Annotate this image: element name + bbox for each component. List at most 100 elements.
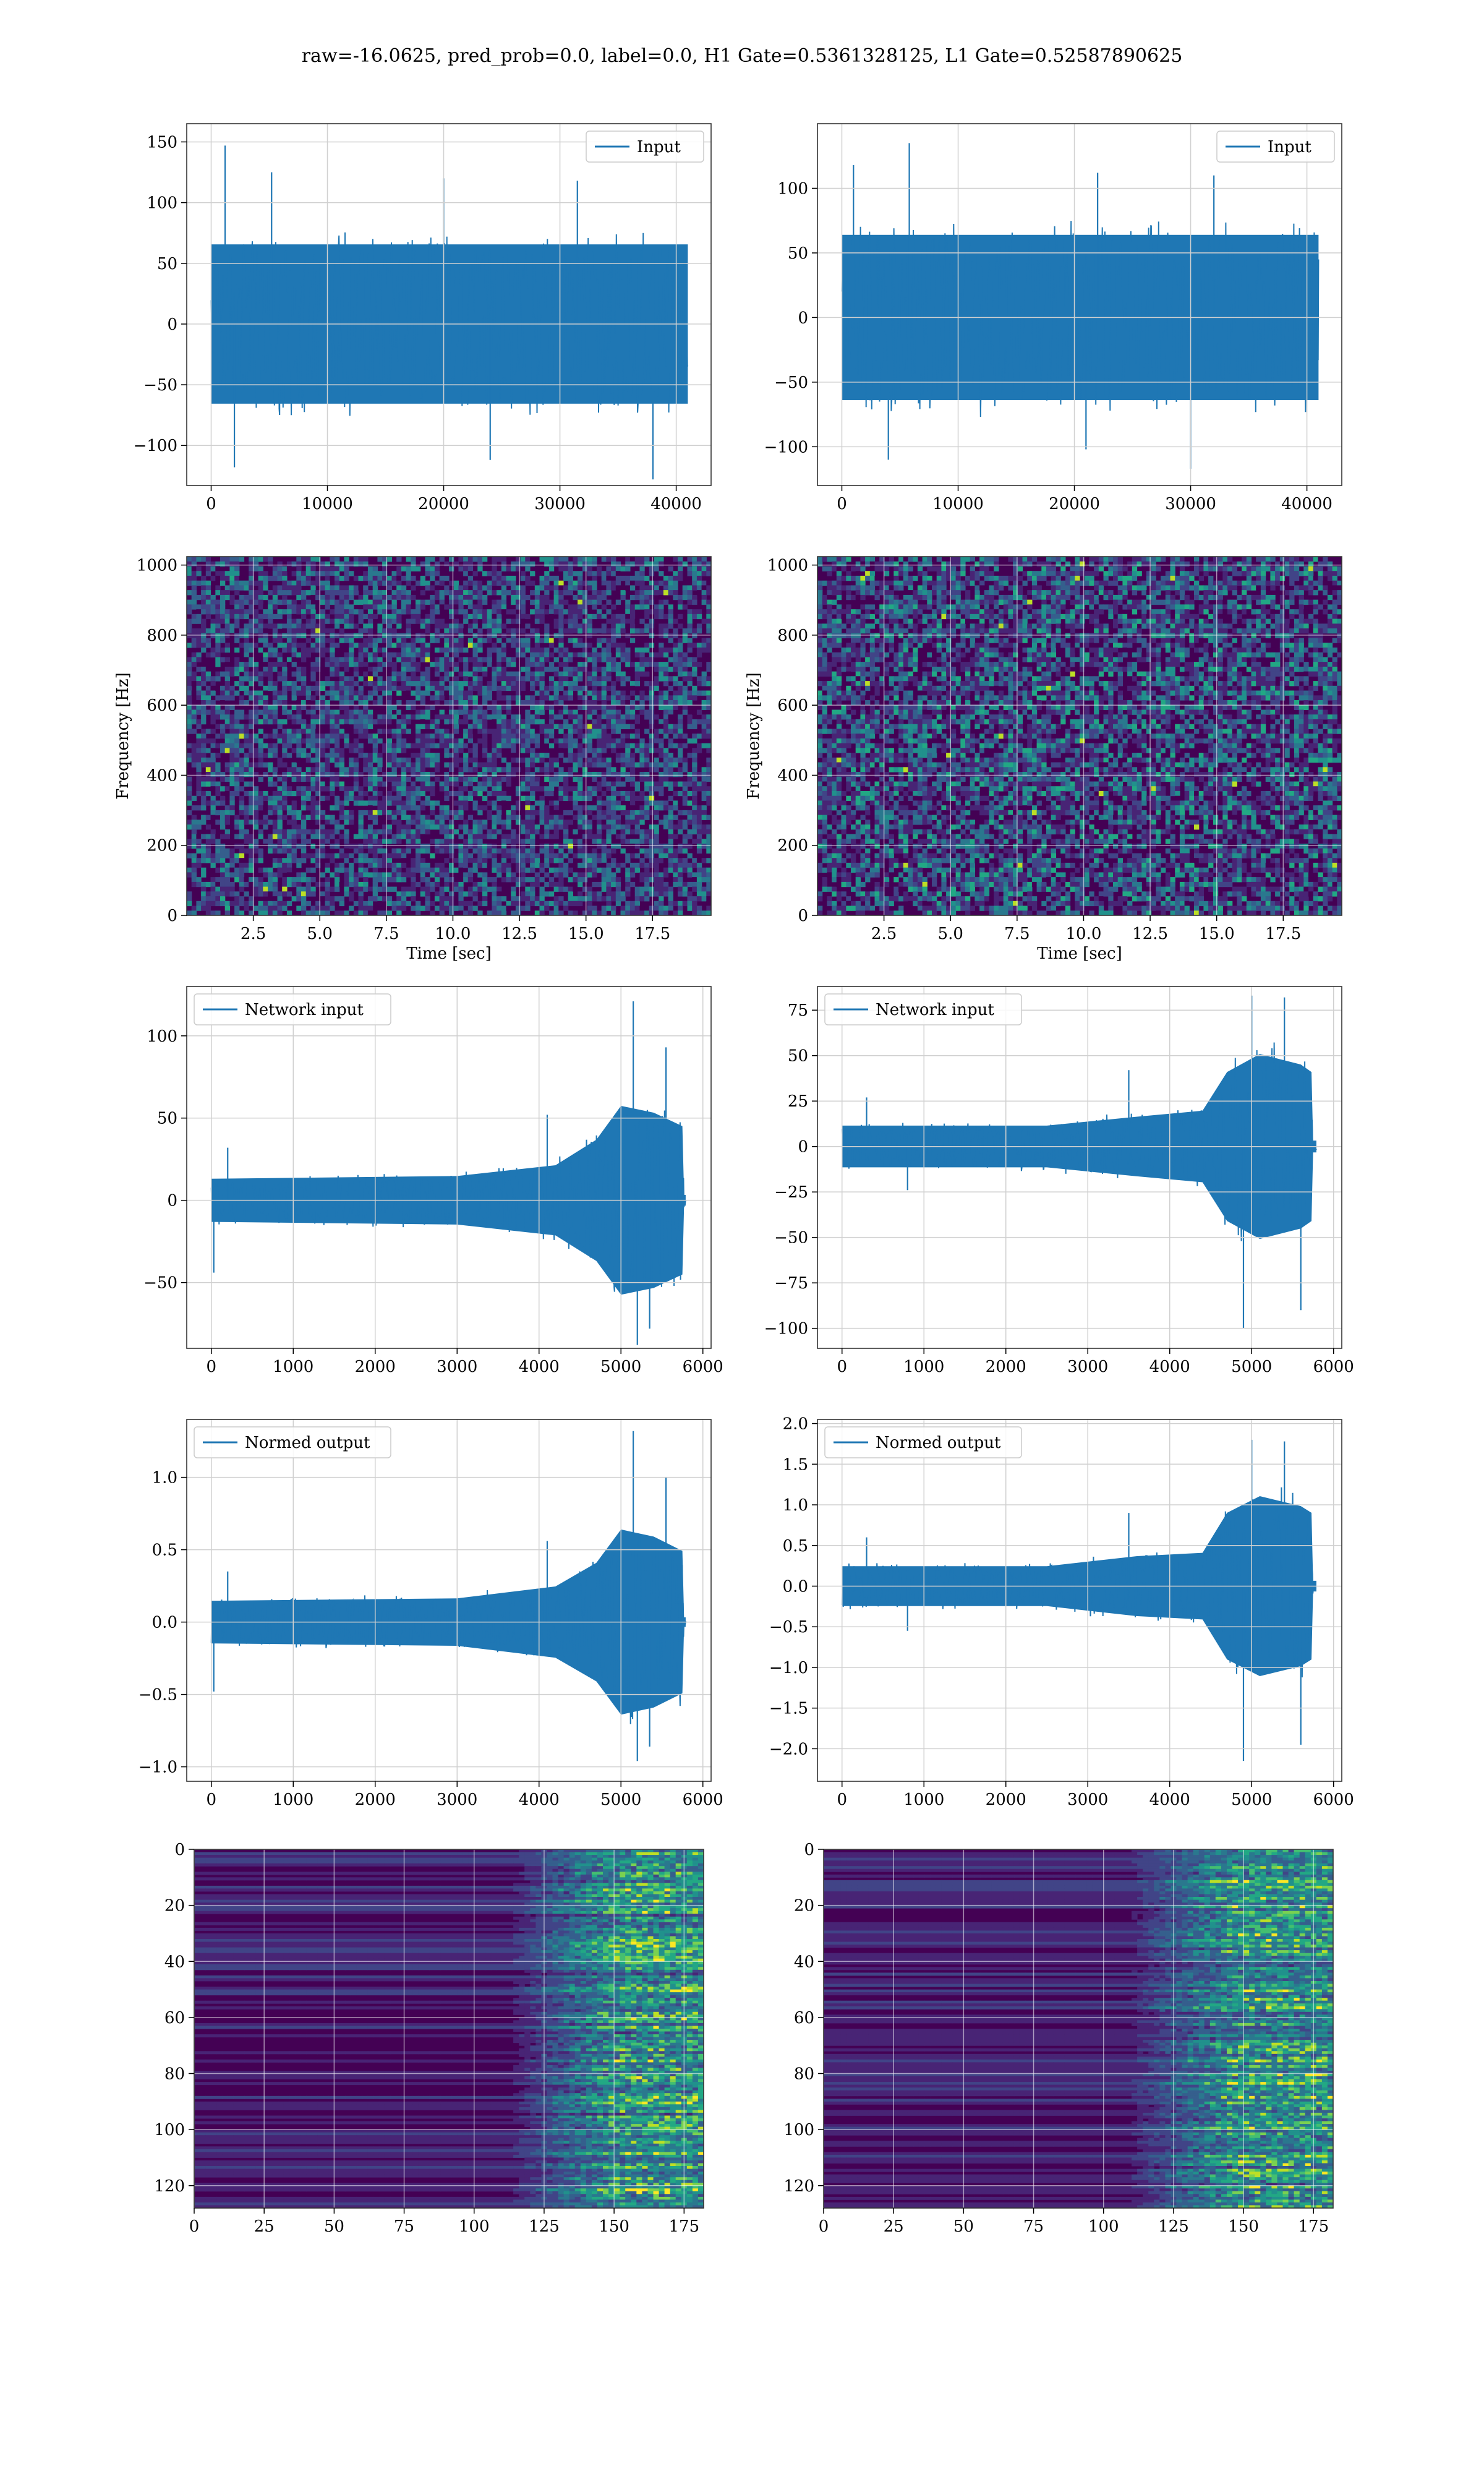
y-tick-label: −100 — [764, 438, 808, 456]
axes-frame — [823, 1849, 1334, 2209]
x-tick-label: 150 — [599, 2217, 629, 2236]
x-tick-label: 125 — [529, 2217, 560, 2236]
y-tick-label: 20 — [164, 1897, 185, 1915]
grid-lines — [817, 124, 1342, 486]
y-tick-label: 20 — [794, 1897, 814, 1915]
x-tick-label: 6000 — [1313, 1358, 1354, 1376]
x-tick-label: 4000 — [519, 1791, 560, 1809]
axis-ticks: 2.5 5.0 7.5 10.0 12.5 15.0 17.5 0 200 400 600 800 10… — [137, 557, 670, 943]
x-tick-label: 50 — [953, 2217, 974, 2236]
y-tick-label: 80 — [794, 2065, 814, 2084]
legend-label: Normed output — [876, 1434, 1001, 1452]
y-tick-label: 120 — [154, 2177, 185, 2196]
subplot-network-input-h1: 0 1000 2000 3000 4000 5000 6000 −50 0 50 100 Networ… — [143, 986, 723, 1376]
y-tick-label: 1000 — [137, 557, 177, 575]
signal-line — [841, 1042, 1317, 1241]
x-tick-label: 30000 — [1165, 495, 1216, 513]
x-tick-label: 3000 — [437, 1791, 477, 1809]
y-tick-label: 1.0 — [152, 1469, 177, 1487]
figure-title: raw=-16.0625, pred_prob=0.0, label=0.0, … — [302, 45, 1183, 67]
x-tick-label: 75 — [394, 2217, 414, 2236]
x-tick-label: 10.0 — [1066, 925, 1102, 943]
y-tick-label: −25 — [774, 1183, 808, 1202]
axes-frame — [194, 1849, 704, 2209]
signal-line — [210, 1534, 686, 1724]
x-tick-label: 20000 — [1049, 495, 1100, 513]
legend-box — [1216, 131, 1335, 163]
grid-lines — [817, 557, 1342, 915]
x-tick-label: 20000 — [418, 495, 469, 513]
legend-box — [586, 131, 704, 163]
x-tick-label: 5.0 — [938, 925, 963, 943]
x-tick-label: 5.0 — [307, 925, 333, 943]
x-tick-label: 1000 — [903, 1791, 944, 1809]
grid-lines — [187, 557, 711, 915]
y-tick-label: 100 — [777, 179, 808, 198]
x-tick-label: 6000 — [683, 1358, 723, 1376]
plot-area — [817, 1419, 1342, 1781]
spectrogram-cells — [187, 557, 711, 915]
legend: Input — [1216, 131, 1335, 163]
plot-area — [817, 557, 1342, 915]
x-tick-label: 1000 — [273, 1358, 313, 1376]
x-tick-label: 4000 — [1149, 1358, 1190, 1376]
signal-line — [841, 1487, 1317, 1678]
y-tick-label: 600 — [147, 696, 177, 715]
y-tick-label: 50 — [788, 1047, 808, 1066]
y-tick-label: 25 — [788, 1092, 808, 1111]
plot-area — [187, 124, 711, 486]
subplot-input-h1: 0 10000 20000 30000 40000 −100 −50 0 50 100 150 Inp… — [134, 123, 712, 513]
y-tick-label: 150 — [147, 133, 177, 152]
plot-area — [187, 1419, 711, 1781]
y-tick-label: 50 — [157, 255, 177, 273]
x-tick-label: 3000 — [1067, 1358, 1108, 1376]
x-tick-label: 1000 — [903, 1358, 944, 1376]
x-tick-label: 2.5 — [871, 925, 897, 943]
subplot-normed-output-l1: 0 1000 2000 3000 4000 5000 6000 −2.0 −1.5 −1.0 −0.… — [769, 1415, 1354, 1809]
signal-line — [210, 232, 689, 416]
y-tick-label: 0 — [798, 309, 808, 327]
x-tick-label: 0 — [189, 2217, 200, 2236]
y-tick-label: 2.0 — [783, 1415, 808, 1434]
spectrogram-cells — [817, 557, 1342, 915]
x-tick-label: 2000 — [986, 1358, 1026, 1376]
axes-frame — [186, 556, 712, 916]
x-tick-label: 17.5 — [1265, 925, 1301, 943]
y-tick-label: 0 — [174, 1841, 185, 1859]
x-tick-label: 10000 — [302, 495, 353, 513]
legend-label: Input — [637, 138, 681, 156]
feature-map-cells — [824, 1849, 1333, 2208]
x-tick-label: 3000 — [437, 1358, 477, 1376]
x-tick-label: 175 — [1298, 2217, 1329, 2236]
x-tick-label: 40000 — [1281, 495, 1333, 513]
legend: Network input — [824, 993, 1022, 1025]
axis-ticks: 0 1000 2000 3000 4000 5000 6000 −100 −75 −50 −25 0 2… — [764, 1001, 1354, 1376]
legend-box — [194, 1426, 391, 1458]
axes-frame — [817, 123, 1342, 486]
grid-lines — [817, 1419, 1342, 1781]
y-tick-label: 0 — [167, 1192, 177, 1210]
subplot-spectrogram-l1: 2.5 5.0 7.5 10.0 12.5 15.0 17.5 0 200 400 600 800 10… — [744, 556, 1342, 963]
y-tick-label: −1.0 — [769, 1659, 808, 1677]
axes-frame — [186, 986, 712, 1349]
x-tick-label: 100 — [1088, 2217, 1119, 2236]
legend-label: Network input — [245, 1001, 364, 1019]
y-tick-label: −50 — [143, 376, 177, 395]
plot-area — [194, 1849, 704, 2208]
x-tick-label: 125 — [1158, 2217, 1189, 2236]
y-tick-label: −0.5 — [769, 1618, 808, 1637]
x-tick-label: 2000 — [355, 1358, 396, 1376]
axis-ticks: 0 10000 20000 30000 40000 −100 −50 0 50 100 150 — [134, 133, 702, 513]
x-tick-label: 6000 — [1313, 1791, 1354, 1809]
x-tick-label: 0 — [206, 1791, 216, 1809]
subplot-input-l1: 0 10000 20000 30000 40000 −100 −50 0 50 100 Input — [764, 123, 1342, 513]
grid-lines — [187, 987, 711, 1348]
y-axis-label: Frequency [Hz] — [114, 672, 132, 800]
y-tick-label: 0.5 — [783, 1537, 808, 1556]
axes-frame — [186, 123, 712, 486]
x-tick-label: 17.5 — [634, 925, 670, 943]
y-tick-label: 1.5 — [783, 1455, 808, 1474]
grid-lines — [187, 1419, 711, 1781]
x-tick-label: 4000 — [519, 1358, 560, 1376]
